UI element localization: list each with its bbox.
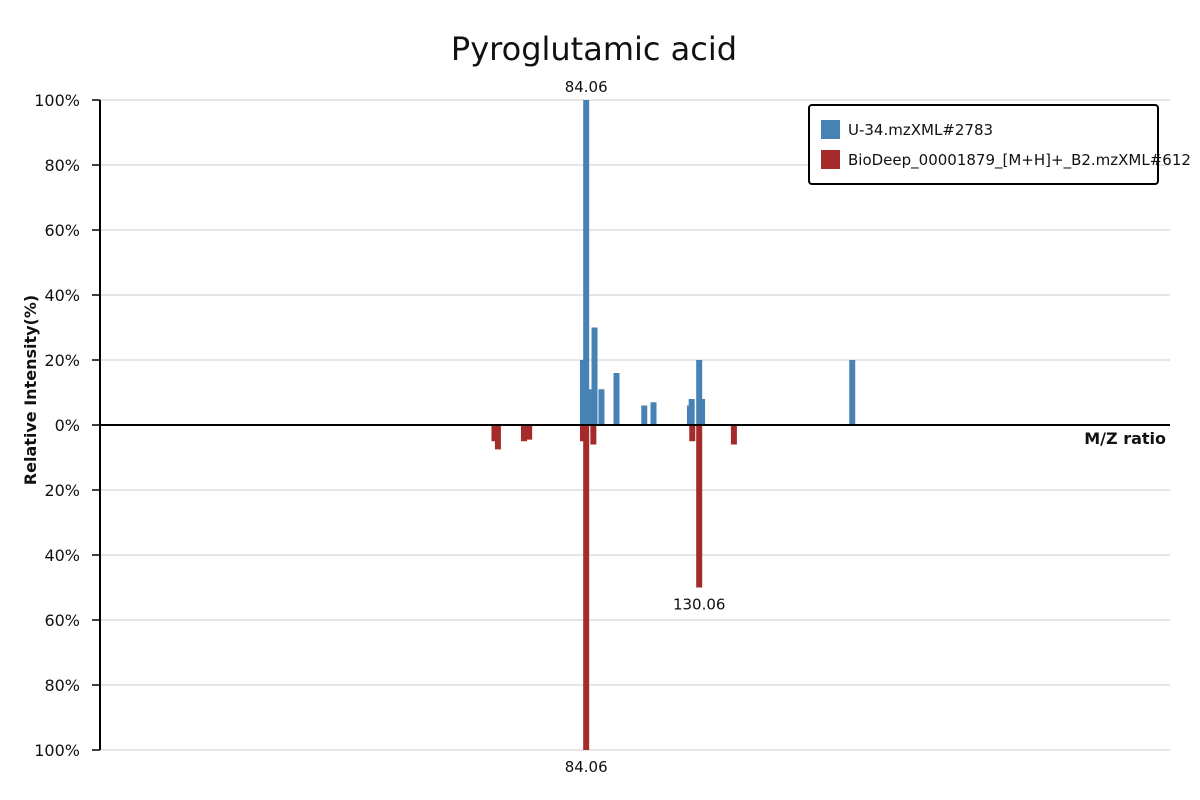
y-tick-label: 80%: [44, 676, 80, 695]
y-tick-label: 80%: [44, 156, 80, 175]
y-tick-label: 100%: [34, 741, 80, 760]
x-axis-title: M/Z ratio: [1084, 429, 1166, 448]
peak-bar-series-1: [641, 405, 648, 425]
peak-bar-series-2: [696, 425, 703, 588]
axes: [99, 100, 1170, 750]
peak-bar-series-2: [579, 425, 586, 442]
peak-bar-series-2: [730, 425, 737, 445]
peak-bar-series-1: [696, 360, 703, 425]
y-tick-label: 0%: [55, 416, 80, 435]
y-tick-label: 40%: [44, 546, 80, 565]
legend-swatch-series-2: [821, 150, 840, 169]
y-tick-label: 60%: [44, 221, 80, 240]
y-tick-label: 100%: [34, 91, 80, 110]
peak-bar-series-1: [585, 389, 592, 425]
y-tick-label: 20%: [44, 481, 80, 500]
peak-bar-series-1: [849, 360, 856, 425]
y-tick-label: 60%: [44, 611, 80, 630]
peak-bars: [491, 100, 856, 750]
peak-bar-series-1: [699, 399, 706, 425]
peak-bar-series-2: [689, 425, 696, 442]
peak-bar-series-2: [590, 425, 597, 445]
legend-swatch-series-1: [821, 120, 840, 139]
peak-label: 130.06: [673, 596, 726, 614]
y-tick-label: 40%: [44, 286, 80, 305]
y-tick-labels: 100% 80% 60% 40% 20% 0% 20% 40% 60% 80% 100%: [34, 91, 80, 760]
legend-box: [808, 104, 1159, 185]
peak-bar-series-1: [688, 399, 695, 425]
y-tick-label: 20%: [44, 351, 80, 370]
legend-label-series-2: BioDeep_00001879_[M+H]+_B2.mzXML#612: [848, 151, 1191, 170]
peak-bar-series-2: [520, 425, 527, 442]
chart-title: Pyroglutamic acid: [451, 30, 737, 68]
peak-labels: 84.06 84.06 130.06: [565, 78, 726, 776]
legend: U-34.mzXML#2783 BioDeep_00001879_[M+H]+_…: [808, 104, 1191, 185]
peak-bar-series-2: [491, 425, 498, 442]
peak-bar-series-1: [598, 389, 605, 425]
legend-label-series-1: U-34.mzXML#2783: [848, 121, 993, 139]
peak-bar-series-2: [494, 425, 501, 450]
peak-label: 84.06: [565, 758, 608, 776]
peak-bar-series-1: [613, 373, 620, 425]
y-axis-title: Relative Intensity(%): [21, 295, 40, 485]
peak-bar-series-1: [591, 327, 598, 425]
peak-bar-series-1: [583, 100, 590, 425]
peak-bar-series-2: [526, 425, 533, 440]
peak-label: 84.06: [565, 78, 608, 96]
peak-bar-series-1: [579, 360, 586, 425]
grid-lines: [92, 99, 1170, 751]
peak-bar-series-1: [650, 402, 657, 425]
peak-bar-series-2: [583, 425, 590, 750]
